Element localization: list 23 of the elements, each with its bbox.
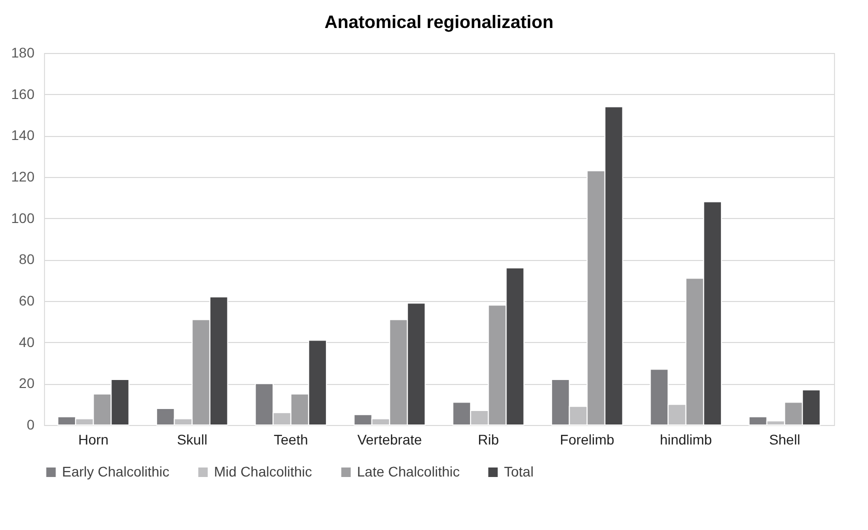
legend-label: Early Chalcolithic <box>62 463 170 480</box>
y-tick-label: 40 <box>18 334 35 350</box>
x-tick-label: Skull <box>176 432 208 448</box>
y-tick-label: 180 <box>11 44 35 60</box>
x-tick-label: Horn <box>78 432 109 448</box>
x-tick-label: Forelimb <box>560 432 615 448</box>
legend-label: Mid Chalcolithic <box>214 463 312 480</box>
y-tick-label: 120 <box>11 168 35 184</box>
y-tick-label: 20 <box>18 375 35 392</box>
y-tick-label: 60 <box>18 292 35 308</box>
y-tick-label: 80 <box>18 251 35 268</box>
x-tick-label: Teeth <box>274 432 308 448</box>
x-tick-label: Shell <box>769 432 800 448</box>
y-tick-label: 100 <box>11 210 35 226</box>
x-tick-label: Vertebrate <box>357 432 422 448</box>
chart-title: Anatomical regionalization <box>324 12 554 32</box>
legend-label: Total <box>504 463 534 480</box>
x-tick-label: hindlimb <box>660 432 712 448</box>
y-tick-label: 0 <box>26 416 35 432</box>
x-tick-label: Rib <box>478 432 500 448</box>
legend-label: Late Chalcolithic <box>357 463 460 480</box>
y-tick-label: 160 <box>11 86 35 102</box>
y-tick-label: 140 <box>11 127 35 144</box>
